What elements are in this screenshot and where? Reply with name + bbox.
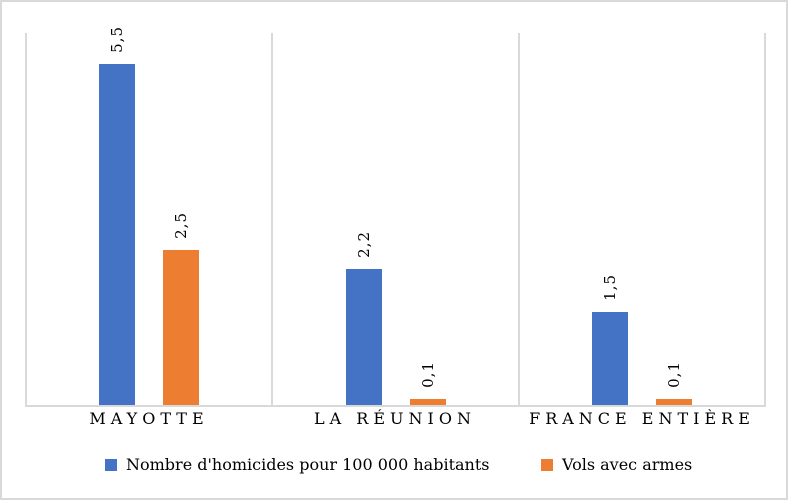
x-axis-line bbox=[25, 405, 766, 407]
legend: Nombre d'homicides pour 100 000 habitant… bbox=[2, 455, 786, 483]
bar-vols-armes-mayotte bbox=[163, 250, 199, 405]
y-axis-line bbox=[25, 33, 27, 405]
category-divider-line bbox=[271, 33, 274, 405]
category-label-mayotte: MAYOTTE bbox=[89, 409, 209, 428]
bar-value-label-vols-armes-la-reunion: 0,1 bbox=[419, 361, 437, 388]
bar-value-label-vols-armes-mayotte: 2,5 bbox=[172, 212, 190, 239]
legend-item-vols: Vols avec armes bbox=[541, 455, 692, 474]
bar-value-label-homicides-mayotte: 5,5 bbox=[108, 26, 126, 53]
legend-swatch-vols-icon bbox=[541, 458, 553, 471]
bar-vols-armes-la-reunion bbox=[410, 399, 446, 405]
bar-value-label-homicides-france-entiere: 1,5 bbox=[601, 274, 619, 301]
category-divider-line bbox=[517, 33, 520, 405]
bar-homicides-la-reunion bbox=[346, 269, 382, 405]
legend-swatch-homicides-icon bbox=[105, 458, 117, 471]
bar-homicides-france-entiere bbox=[592, 312, 628, 405]
plot-right-edge-line bbox=[764, 33, 766, 405]
legend-label-vols: Vols avec armes bbox=[562, 455, 693, 474]
legend-label-homicides: Nombre d'homicides pour 100 000 habitant… bbox=[126, 455, 490, 474]
bar-homicides-mayotte bbox=[99, 64, 135, 405]
category-label-la-reunion: LA RÉUNION bbox=[314, 409, 476, 428]
bar-value-label-homicides-la-reunion: 2,2 bbox=[355, 231, 373, 258]
bar-vols-armes-france-entiere bbox=[656, 399, 692, 405]
bar-value-label-vols-armes-france-entiere: 0,1 bbox=[665, 361, 683, 388]
category-label-france-entiere: FRANCE ENTIÈRE bbox=[529, 409, 755, 428]
legend-item-homicides: Nombre d'homicides pour 100 000 habitant… bbox=[105, 455, 489, 474]
